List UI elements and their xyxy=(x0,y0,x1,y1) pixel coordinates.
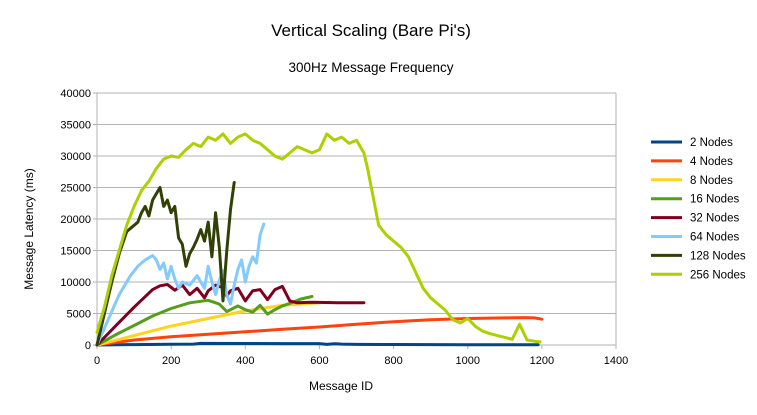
x-tick-label: 600 xyxy=(310,355,328,367)
series-line-16-nodes xyxy=(95,295,314,347)
x-tick-label: 0 xyxy=(94,355,100,367)
series-line-2-nodes xyxy=(95,341,540,347)
x-tick-label: 400 xyxy=(236,355,254,367)
series-line-256-nodes xyxy=(95,132,542,344)
y-tick-label: 30000 xyxy=(60,151,91,163)
y-tick-label: 35000 xyxy=(60,120,91,132)
x-axis-label: Message ID xyxy=(309,379,373,393)
legend-label-256-nodes: 256 Nodes xyxy=(690,269,746,281)
x-tick-label: 200 xyxy=(162,355,180,367)
legend: 2 Nodes 4 Nodes 8 Nodes 16 Nodes 32 Nodes 64 … xyxy=(651,137,746,281)
legend-label-16-nodes: 16 Nodes xyxy=(690,194,739,206)
legend-label-32-nodes: 32 Nodes xyxy=(690,213,739,225)
legend-label-64-nodes: 64 Nodes xyxy=(690,232,739,244)
chart-title: Vertical Scaling (Bare Pi's) xyxy=(271,21,471,40)
y-tick-label: 15000 xyxy=(60,246,91,258)
y-tick-label: 25000 xyxy=(60,183,91,195)
y-tick-label: 0 xyxy=(85,340,91,352)
plot-series xyxy=(95,132,544,347)
legend-label-4-nodes: 4 Nodes xyxy=(690,156,733,168)
legend-label-2-nodes: 2 Nodes xyxy=(690,137,733,149)
series-line-128-nodes xyxy=(95,181,236,347)
y-tick-label: 40000 xyxy=(60,88,91,100)
series-line-4-nodes xyxy=(95,316,544,347)
y-tick-label: 5000 xyxy=(67,309,91,321)
x-tick-label: 800 xyxy=(384,355,402,367)
y-axis-label: Message Latency (ms) xyxy=(22,168,36,289)
x-axis-ticks: 0 200 400 600 800 1000 1200 1400 xyxy=(94,344,628,367)
x-tick-label: 1000 xyxy=(455,355,479,367)
x-tick-label: 1400 xyxy=(604,355,628,367)
chart-subtitle: 300Hz Message Frequency xyxy=(288,60,453,75)
legend-label-128-nodes: 128 Nodes xyxy=(690,250,746,262)
y-tick-label: 20000 xyxy=(60,214,91,226)
legend-label-8-nodes: 8 Nodes xyxy=(690,175,733,187)
x-tick-label: 1200 xyxy=(530,355,554,367)
y-tick-label: 10000 xyxy=(60,277,91,289)
y-axis-ticks: 0 5000 10000 15000 20000 25000 30000 35000 40000 xyxy=(60,88,97,352)
series-line-64-nodes xyxy=(95,222,266,347)
